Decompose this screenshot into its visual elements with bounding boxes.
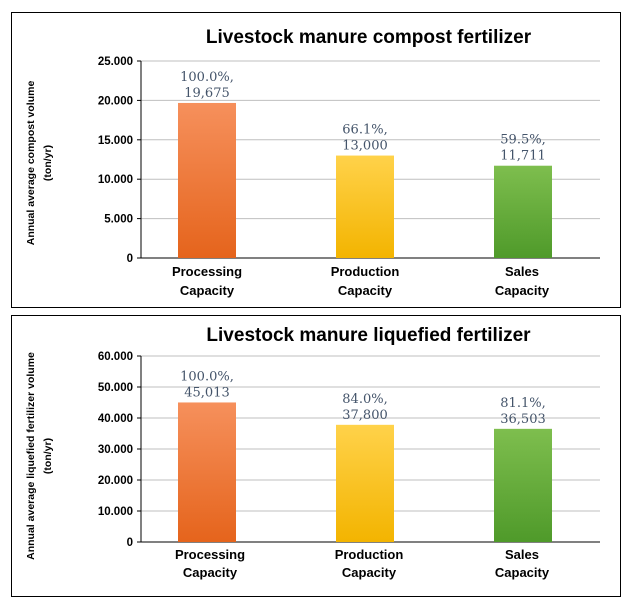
- data-label-value: 45,013: [184, 385, 230, 400]
- y-tick-label: 10.000: [98, 174, 133, 186]
- x-category-label: Processing: [175, 547, 245, 562]
- data-label-value: 13,000: [342, 139, 388, 154]
- data-label-percent: 100.0%,: [180, 70, 234, 85]
- data-label-value: 11,711: [500, 149, 546, 164]
- chart-title: Livestock manure compost fertilizer: [206, 27, 532, 48]
- y-tick-label: 30.000: [98, 444, 133, 456]
- data-label-percent: 84.0%,: [342, 392, 387, 407]
- x-category-label: Sales: [505, 547, 539, 562]
- y-axis-label: Annual average compost volume: [25, 81, 37, 246]
- y-tick-label: 10.000: [98, 506, 133, 518]
- y-axis-unit: (ton/yr): [42, 438, 54, 474]
- y-tick-label: 20.000: [98, 475, 133, 487]
- data-label-percent: 100.0%,: [180, 369, 234, 384]
- x-category-label: Capacity: [342, 565, 397, 580]
- y-tick-label: 25.000: [98, 56, 133, 68]
- bar-3: [494, 165, 552, 258]
- x-category-label: Capacity: [338, 283, 393, 298]
- x-category-label: Capacity: [495, 565, 550, 580]
- compost-chart-panel: Livestock manure compost fertilizer Annua…: [11, 12, 621, 308]
- bar-3: [494, 428, 552, 542]
- x-category-label: Capacity: [183, 565, 238, 580]
- y-tick-label: 15.000: [98, 135, 133, 147]
- data-label-value: 19,675: [184, 86, 230, 101]
- x-category-label: Production: [335, 547, 404, 562]
- data-label-percent: 81.1%,: [500, 396, 545, 411]
- bar-2: [336, 155, 394, 258]
- data-label-percent: 59.5%,: [500, 133, 545, 148]
- y-tick-label: 20.000: [98, 95, 133, 107]
- y-tick-label: 40.000: [98, 413, 133, 425]
- compost-bar-chart: Livestock manure compost fertilizer Annua…: [25, 27, 600, 298]
- y-tick-label: 60.000: [98, 351, 133, 363]
- bar-1: [178, 102, 236, 258]
- liquefied-chart-panel: Livestock manure liquefied fertilizer Ann…: [11, 315, 621, 597]
- liquefied-bar-chart: Livestock manure liquefied fertilizer Ann…: [25, 325, 600, 580]
- y-axis-label: Annual average liquefied fertilizer volu…: [25, 352, 37, 560]
- chart-title: Livestock manure liquefied fertilizer: [206, 325, 531, 346]
- bar-2: [336, 424, 394, 542]
- data-label-value: 36,503: [500, 412, 546, 427]
- y-tick-label: 50.000: [98, 382, 133, 394]
- y-axis-unit: (ton/yr): [42, 145, 54, 181]
- x-category-label: Capacity: [180, 283, 235, 298]
- y-tick-label: 0: [127, 537, 133, 549]
- y-tick-label: 0: [127, 253, 133, 265]
- x-category-label: Processing: [172, 264, 242, 279]
- data-label-value: 37,800: [342, 408, 388, 423]
- x-category-label: Sales: [505, 264, 539, 279]
- bar-1: [178, 402, 236, 542]
- x-category-label: Production: [331, 264, 400, 279]
- x-category-label: Capacity: [495, 283, 550, 298]
- data-label-percent: 66.1%,: [342, 123, 387, 138]
- y-tick-label: 5.000: [104, 214, 133, 226]
